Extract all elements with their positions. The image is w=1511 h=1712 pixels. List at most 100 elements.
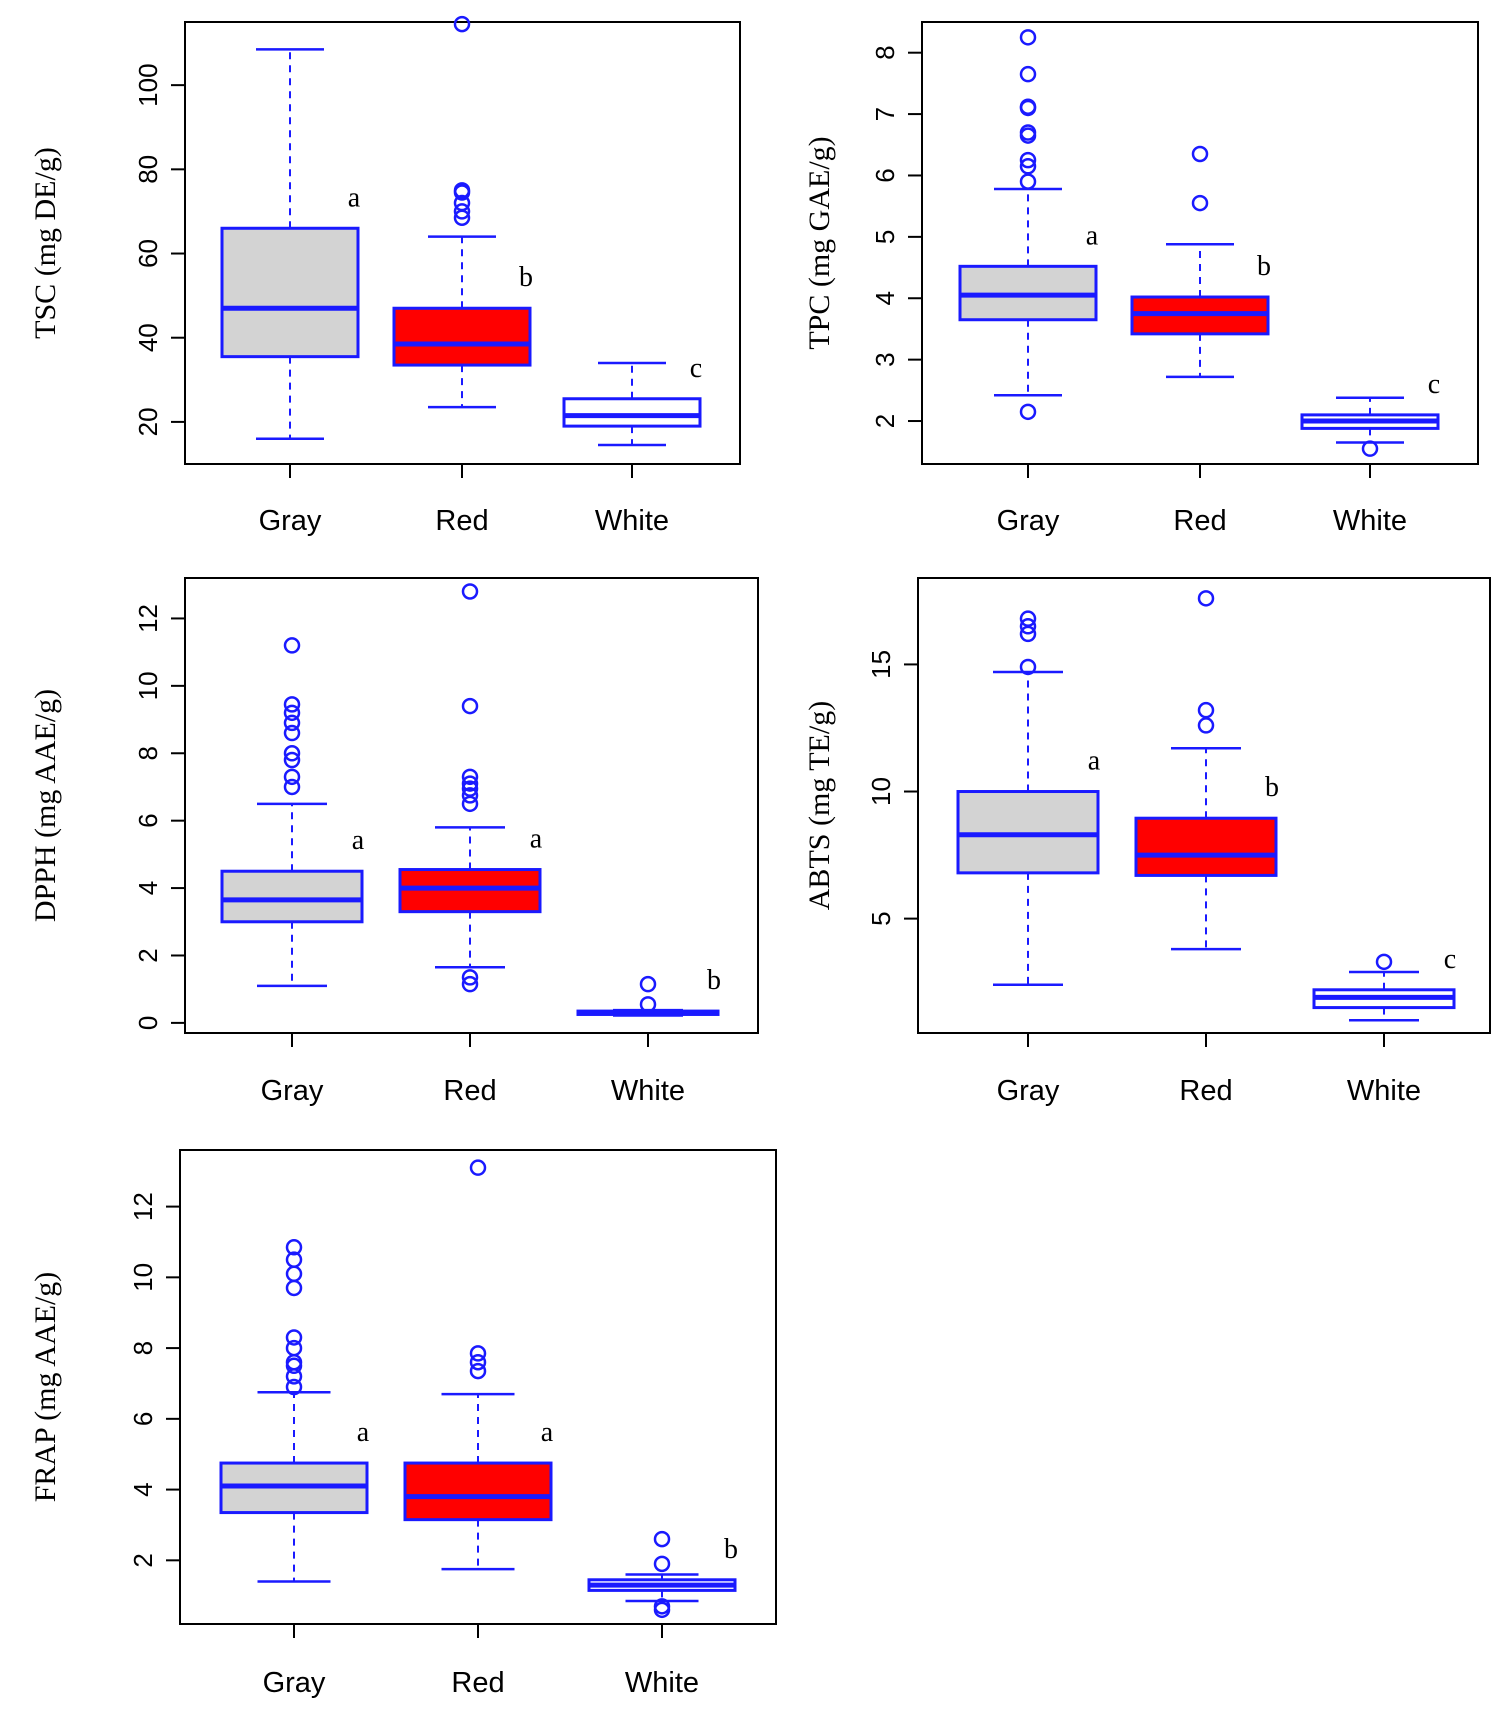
y-axis-label: ABTS (mg TE/g) [803,701,836,910]
outlier-point [285,1251,303,1268]
y-tick-label: 15 [866,650,896,679]
y-tick-label: 80 [133,155,163,184]
box-iqr [403,1461,553,1522]
outlier-point [639,975,657,993]
outlier-point [453,182,471,199]
y-tick-label: 3 [870,352,900,366]
y-tick-label: 10 [128,1263,158,1292]
y-tick-label: 8 [128,1341,158,1355]
outlier-point [1361,440,1379,457]
outlier-point [1019,29,1037,46]
outlier-point [461,768,479,786]
y-axis-label: FRAP (mg AAE/g) [29,1272,62,1503]
outlier-point [639,996,657,1013]
box-iqr [398,868,542,914]
outlier-point [1019,151,1037,169]
outlier-point [461,787,479,804]
x-tick-label: Gray [997,1075,1060,1107]
outlier-point [1019,65,1037,83]
significance-letter: a [357,1417,370,1448]
outlier-point [1019,625,1037,643]
outlier-point [653,1598,671,1615]
x-tick-label: Gray [259,505,322,537]
significance-letter: a [348,182,361,213]
outlier-point [283,714,301,732]
y-tick-label: 10 [133,671,163,700]
y-tick-label: 4 [870,291,900,305]
significance-letter: a [1088,746,1101,777]
y-tick-label: 8 [133,746,163,760]
x-tick-label: Gray [997,505,1060,537]
outlier-point [285,1265,303,1283]
outlier-point [461,583,479,600]
outlier-point [283,704,301,722]
plot-frame [917,577,1491,1034]
outlier-point [461,697,479,715]
x-tick-label: Red [451,1667,504,1699]
plot-frame [179,1149,777,1625]
significance-letter: c [1428,369,1440,400]
significance-letter: c [1444,944,1456,975]
outlier-point [1197,701,1215,719]
y-tick-label: 6 [133,813,163,827]
outlier-point [653,1555,671,1573]
x-tick-label: White [1333,505,1407,537]
x-tick-label: White [611,1075,685,1107]
box-iqr [392,306,532,367]
significance-letter: b [724,1534,738,1565]
outlier-point [283,751,301,769]
significance-letter: b [707,965,721,996]
outlier-point [283,778,301,796]
y-tick-label: 5 [866,911,896,925]
outlier-point [285,1279,303,1297]
y-axis-label: TPC (mg GAE/g) [803,136,836,349]
y-tick-label: 7 [870,107,900,121]
y-tick-label: 2 [133,948,163,962]
box-iqr [220,869,364,924]
significance-letter: a [1086,220,1099,251]
outlier-point [1019,98,1037,115]
outlier-point [461,975,479,993]
outlier-point [283,637,301,654]
outlier-point [453,194,471,212]
significance-letter: a [530,824,543,855]
x-tick-label: Red [435,505,488,537]
outlier-point [469,1159,487,1176]
plot-frame [184,577,759,1034]
y-tick-label: 12 [128,1192,158,1221]
outlier-point [285,1339,303,1357]
y-tick-label: 2 [128,1553,158,1567]
box-iqr [956,790,1100,875]
x-tick-label: Gray [263,1667,326,1699]
y-tick-label: 12 [133,604,163,633]
significance-letter: b [519,262,533,293]
significance-letter: a [352,825,365,856]
x-tick-label: Red [443,1075,496,1107]
significance-letter: a [541,1417,554,1448]
significance-letter: b [1257,251,1271,282]
outlier-point [1019,124,1037,141]
y-tick-label: 10 [866,777,896,806]
outlier-point [461,969,479,986]
outlier-point [283,745,301,762]
outlier-point [1019,173,1037,190]
y-tick-label: 100 [133,63,163,106]
outlier-point [1019,158,1037,175]
y-tick-label: 6 [870,168,900,182]
y-tick-label: 0 [133,1016,163,1030]
outlier-point [285,1239,303,1256]
x-tick-label: Red [1173,505,1226,537]
y-tick-label: 6 [128,1412,158,1426]
outlier-point [283,724,301,742]
y-axis-label: TSC (mg DE/g) [29,147,62,339]
y-tick-label: 40 [133,323,163,352]
outlier-point [1191,194,1209,212]
outlier-point [1019,403,1037,421]
outlier-point [285,1329,303,1346]
outlier-point [1019,658,1037,676]
x-tick-label: Gray [261,1075,324,1107]
y-tick-label: 4 [133,881,163,895]
outlier-point [469,1353,487,1371]
y-tick-label: 8 [870,45,900,59]
